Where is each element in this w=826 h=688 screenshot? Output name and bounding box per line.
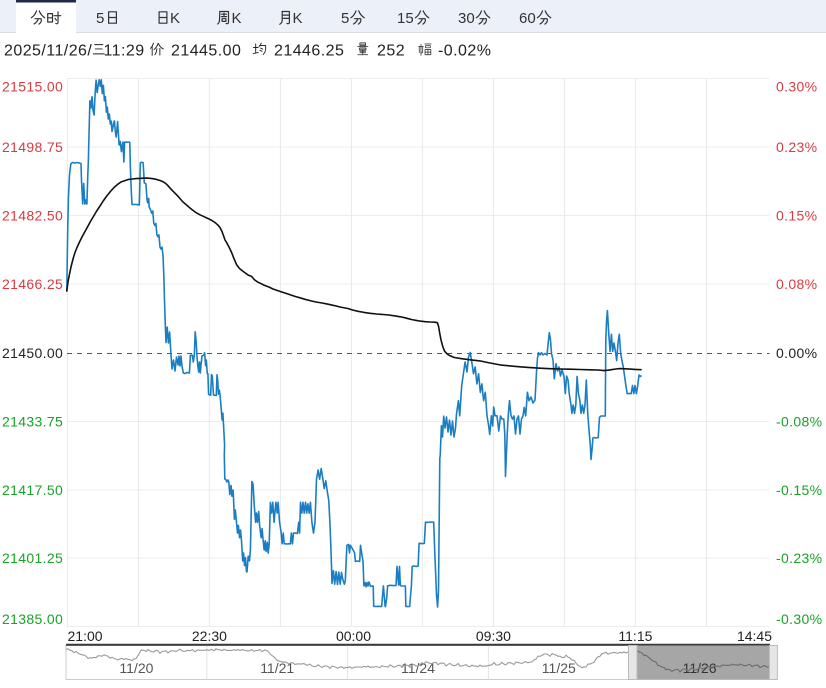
svg-text:K: K <box>232 10 242 27</box>
svg-text:K: K <box>293 10 303 27</box>
svg-text:21385.00: 21385.00 <box>2 611 63 627</box>
svg-text:14:45: 14:45 <box>737 628 772 644</box>
svg-text:21466.25: 21466.25 <box>2 276 63 292</box>
svg-text:21417.50: 21417.50 <box>2 482 63 498</box>
svg-text:0.30%: 0.30% <box>776 79 817 95</box>
svg-text:11/25: 11/25 <box>542 660 576 676</box>
svg-text:21498.75: 21498.75 <box>2 139 63 155</box>
svg-text:-0.08%: -0.08% <box>776 414 822 430</box>
svg-text:0.08%: 0.08% <box>776 276 817 292</box>
svg-text:11/20: 11/20 <box>119 660 153 676</box>
svg-text:15: 15 <box>397 10 414 27</box>
svg-text:00:00: 00:00 <box>336 628 371 644</box>
svg-text:11/26: 11/26 <box>683 660 717 676</box>
svg-text:21450.00: 21450.00 <box>2 345 63 361</box>
svg-text:21445.00: 21445.00 <box>171 43 241 60</box>
svg-text:21482.50: 21482.50 <box>2 208 63 224</box>
svg-text:0.15%: 0.15% <box>776 208 817 224</box>
svg-text:-0.02%: -0.02% <box>438 43 491 60</box>
svg-text:-0.23%: -0.23% <box>776 550 822 566</box>
svg-text:0.00%: 0.00% <box>776 345 817 361</box>
svg-text:30: 30 <box>458 10 475 27</box>
svg-text:5: 5 <box>96 10 104 27</box>
svg-text:11/21: 11/21 <box>260 660 294 676</box>
svg-text:K: K <box>170 10 180 27</box>
svg-text:-0.30%: -0.30% <box>776 611 822 627</box>
svg-text:-0.15%: -0.15% <box>776 482 822 498</box>
svg-text:21515.00: 21515.00 <box>2 79 63 95</box>
svg-text:21:00: 21:00 <box>68 628 103 644</box>
svg-text:5: 5 <box>341 10 349 27</box>
svg-text:0.23%: 0.23% <box>776 139 817 155</box>
svg-text:11:29: 11:29 <box>104 43 145 60</box>
svg-text:09:30: 09:30 <box>476 628 511 644</box>
svg-text:252: 252 <box>377 43 405 60</box>
svg-text:21446.25: 21446.25 <box>274 43 344 60</box>
svg-text:21401.25: 21401.25 <box>2 550 63 566</box>
svg-text:2025/11/26/: 2025/11/26/ <box>4 43 92 60</box>
svg-text:60: 60 <box>519 10 536 27</box>
svg-text:22:30: 22:30 <box>192 628 227 644</box>
svg-text:11:15: 11:15 <box>618 628 652 644</box>
svg-text:21433.75: 21433.75 <box>2 414 63 430</box>
svg-text:11/24: 11/24 <box>401 660 435 676</box>
